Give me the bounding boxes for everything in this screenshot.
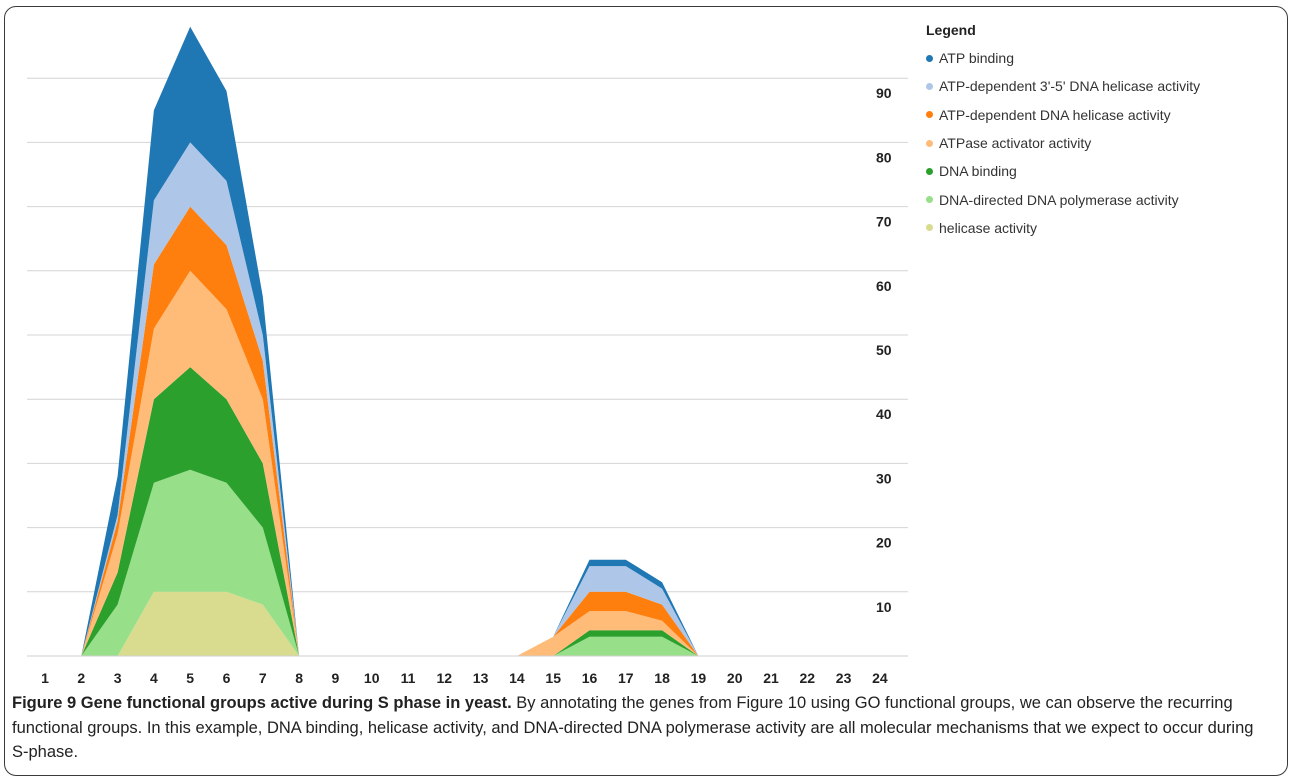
legend-label: DNA binding <box>939 163 1017 180</box>
x-tick-label: 22 <box>800 670 816 686</box>
legend-swatch <box>926 82 933 90</box>
x-tick-label: 23 <box>836 670 852 686</box>
legend-swatch <box>926 111 933 119</box>
area-series-helicase-activity <box>45 591 880 656</box>
x-tick-label: 14 <box>509 670 525 686</box>
x-tick-label: 20 <box>727 670 743 686</box>
x-tick-label: 13 <box>473 670 489 686</box>
y-tick-label: 20 <box>876 535 892 551</box>
legend-item-helicase-activity: helicase activity <box>926 214 1200 242</box>
legend-item-atp-dependent-dna-helicase: ATP-dependent DNA helicase activity <box>926 101 1200 129</box>
y-tick-label: 90 <box>876 85 892 101</box>
legend-item-dna-directed-dna-polymerase: DNA-directed DNA polymerase activity <box>926 185 1200 213</box>
y-tick-label: 30 <box>876 470 892 486</box>
chart-legend: Legend ATP binding ATP-dependent 3'-5' D… <box>926 22 1200 242</box>
x-tick-label: 7 <box>259 670 267 686</box>
y-tick-label: 50 <box>876 342 892 358</box>
legend-item-atp-binding: ATP binding <box>926 44 1200 72</box>
legend-swatch <box>926 139 933 147</box>
x-tick-label: 21 <box>763 670 779 686</box>
y-tick-label: 60 <box>876 278 892 294</box>
caption-text: By annotating the genes from Figure 10 u… <box>12 694 1254 761</box>
legend-swatch <box>926 224 933 232</box>
x-tick-label: 19 <box>691 670 707 686</box>
figure-frame <box>4 6 1288 776</box>
x-tick-label: 4 <box>150 670 158 686</box>
legend-title: Legend <box>926 22 976 38</box>
x-tick-label: 10 <box>364 670 380 686</box>
y-tick-label: 80 <box>876 149 892 165</box>
y-tick-label: 70 <box>876 214 892 230</box>
x-tick-label: 5 <box>186 670 194 686</box>
x-tick-label: 3 <box>114 670 122 686</box>
legend-label: helicase activity <box>939 219 1038 236</box>
legend-item-atp-dependent-3-5-dna-helicase: ATP-dependent 3'-5' DNA helicase activit… <box>926 72 1200 100</box>
legend-label: DNA-directed DNA polymerase activity <box>939 191 1179 208</box>
x-tick-label: 2 <box>77 670 85 686</box>
x-tick-label: 24 <box>872 670 888 686</box>
legend-label: ATP binding <box>939 50 1014 67</box>
x-tick-label: 15 <box>545 670 561 686</box>
legend-item-atpase-activator: ATPase activator activity <box>926 129 1200 157</box>
x-tick-label: 12 <box>437 670 453 686</box>
x-tick-label: 9 <box>332 670 340 686</box>
caption-label: Figure 9 Gene functional groups active d… <box>12 694 512 712</box>
y-tick-label: 40 <box>876 406 892 422</box>
legend-swatch <box>926 54 933 62</box>
area-series-dna-directed-dna-polymerase-activity <box>45 469 880 656</box>
x-tick-label: 18 <box>654 670 670 686</box>
x-tick-label: 1 <box>41 670 49 686</box>
x-tick-label: 11 <box>401 670 416 686</box>
legend-item-dna-binding: DNA binding <box>926 157 1200 185</box>
x-tick-label: 6 <box>223 670 231 686</box>
figure-caption: Figure 9 Gene functional groups active d… <box>12 691 1272 765</box>
x-tick-label: 17 <box>618 670 634 686</box>
x-tick-label: 8 <box>295 670 303 686</box>
legend-swatch <box>926 196 933 204</box>
y-tick-label: 10 <box>876 599 892 615</box>
x-tick-label: 16 <box>582 670 598 686</box>
legend-label: ATP-dependent 3'-5' DNA helicase activit… <box>939 78 1201 95</box>
legend-label: ATPase activator activity <box>939 135 1092 152</box>
legend-label: ATP-dependent DNA helicase activity <box>939 106 1171 123</box>
legend-swatch <box>926 167 933 175</box>
